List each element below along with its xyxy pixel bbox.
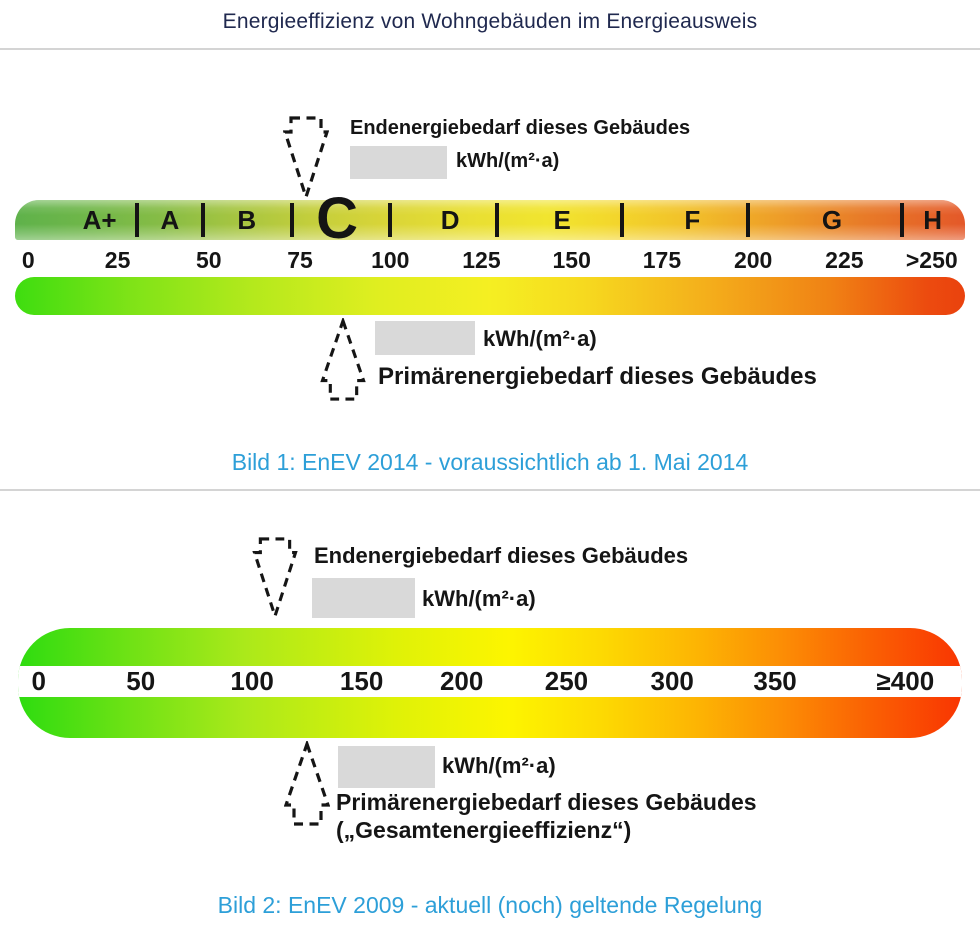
scale1-tick-175: 175 (642, 247, 682, 273)
class-divider (746, 203, 751, 237)
page-title: Energieeffizienz von Wohngebäuden im Ene… (222, 10, 758, 33)
scale1-tick-100: 100 (371, 247, 410, 273)
primary-energy-label-2: Primärenergiebedarf dieses Gebäudes (336, 789, 757, 815)
tick-band: 0 50 100 150 200 250 300 350 ≥400 (18, 666, 962, 697)
end-energy-label-2: Endenergiebedarf dieses Gebäudes (314, 543, 689, 568)
value-placeholder-box-3 (312, 578, 415, 618)
divider-line-middle (0, 489, 980, 491)
class-divider (201, 203, 206, 237)
scale2-tick-100: 100 (230, 666, 274, 696)
scale2-tick-150: 150 (339, 666, 384, 696)
class-divider (290, 203, 295, 237)
class-label-e: E (553, 205, 571, 235)
figure2-caption: Bild 2: EnEV 2009 - aktuell (noch) gelte… (217, 892, 763, 918)
primary-energy-label-1: Primärenergiebedarf dieses Gebäudes (378, 363, 817, 390)
unit-label-3: kWh/(m²·a) (422, 586, 536, 611)
scale2-tick-50: 50 (126, 666, 156, 696)
scale2-tick-400: ≥400 (876, 666, 935, 696)
class-divider (388, 203, 393, 237)
class-label-h: H (923, 205, 943, 235)
scale2-tick-250: 250 (544, 666, 589, 696)
class-label-g: G (821, 205, 843, 235)
value-placeholder-box-2 (375, 321, 475, 355)
primary-energy-sublabel: („Gesamtenergieeffizienz“) (336, 817, 632, 843)
class-label-f: F (684, 205, 701, 235)
scale2-tick-300: 300 (650, 666, 694, 696)
scale2-tick-350: 350 (753, 666, 797, 696)
class-label-c: C (316, 186, 358, 251)
unit-label-4: kWh/(m²·a) (442, 753, 556, 778)
scale2-tick-0: 0 (31, 666, 46, 696)
value-placeholder-box-1 (350, 146, 447, 179)
divider-line-top (0, 48, 980, 50)
scale1-tick-150: 150 (552, 247, 591, 273)
figure1-caption: Bild 1: EnEV 2014 - voraussichtlich ab 1… (231, 449, 749, 475)
value-placeholder-box-4 (338, 746, 435, 788)
scale1-tick-225: 225 (825, 247, 864, 273)
dashed-arrow-up-icon (320, 318, 366, 401)
efficiency-scale-2009: 0 50 100 150 200 250 300 350 ≥400 (18, 628, 962, 738)
class-band: A+ A B C D E F G H (15, 186, 965, 251)
class-label-b: B (237, 205, 257, 235)
scale1-tick-50: 50 (196, 247, 222, 273)
dashed-arrow-up-icon (284, 741, 330, 826)
tick-band: 0 25 50 75 100 125 150 175 200 225 >250 (15, 240, 965, 277)
dashed-arrow-down-icon (252, 537, 298, 619)
scale1-tick-250: >250 (905, 247, 958, 273)
class-divider (900, 203, 905, 237)
class-label-a: A (160, 205, 180, 235)
efficiency-scale-2014: A+ A B C D E F G H 0 25 50 75 100 125 150 175 200 225 >250 (15, 186, 965, 315)
scale1-tick-125: 125 (462, 247, 501, 273)
end-energy-label-1: Endenergiebedarf dieses Gebäudes (350, 117, 691, 139)
scale2-tick-200: 200 (439, 666, 484, 696)
class-divider (494, 203, 499, 237)
class-divider (620, 203, 625, 237)
class-label-d: D (440, 205, 460, 235)
scale1-tick-75: 75 (287, 247, 313, 273)
class-divider (134, 203, 139, 237)
scale1-tick-200: 200 (733, 247, 773, 273)
class-label-a+: A+ (82, 205, 117, 235)
unit-label-1: kWh/(m²·a) (456, 150, 560, 172)
unit-label-2: kWh/(m²·a) (483, 326, 597, 351)
dashed-arrow-down-icon (283, 116, 329, 200)
gradient-band (15, 277, 965, 315)
scale1-tick-25: 25 (104, 247, 131, 273)
scale1-tick-0: 0 (21, 247, 35, 273)
